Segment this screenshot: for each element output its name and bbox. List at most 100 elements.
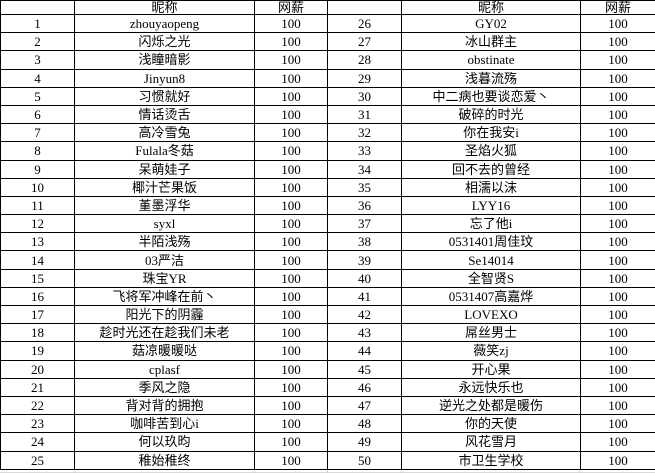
rank-cell-left[interactable]: 3	[0, 50, 75, 70]
nickname-cell-left[interactable]: 浅瞳暗影	[74, 50, 255, 70]
rank-cell-right[interactable]: 35	[327, 177, 402, 197]
nickname-header-cell-left[interactable]: 昵称	[74, 0, 255, 15]
salary-cell-left[interactable]: 100	[254, 86, 328, 106]
salary-cell-right[interactable]: 100	[580, 268, 655, 288]
nickname-cell-right[interactable]: 开心果	[401, 359, 581, 379]
nickname-cell-right[interactable]: obstinate	[401, 50, 581, 70]
salary-cell-left[interactable]: 100	[254, 141, 328, 161]
rank-cell-left[interactable]: 16	[0, 286, 75, 307]
rank-cell-left[interactable]: 10	[0, 177, 75, 197]
salary-cell-right[interactable]: 100	[580, 195, 655, 216]
salary-cell-right[interactable]: 100	[580, 323, 655, 343]
rank-cell-left[interactable]: 15	[0, 268, 75, 288]
nickname-cell-right[interactable]: 你的天使	[401, 414, 581, 434]
nickname-cell-left[interactable]: 堇墨浮华	[74, 195, 255, 216]
nickname-cell-right[interactable]: Se14014	[401, 250, 581, 270]
rank-cell-right[interactable]: 42	[327, 304, 402, 325]
salary-cell-right[interactable]: 100	[580, 32, 655, 52]
rank-cell-right[interactable]: 34	[327, 159, 402, 179]
nickname-cell-left[interactable]: 情话烫舌	[74, 104, 255, 125]
rank-cell-left[interactable]: 25	[0, 450, 75, 470]
nickname-cell-right[interactable]: 中二病也要谈恋爱丶	[401, 86, 581, 106]
rank-cell-right[interactable]: 48	[327, 414, 402, 434]
nickname-cell-right[interactable]: 全智贤S	[401, 268, 581, 288]
nickname-cell-left[interactable]: 高冷雪兔	[74, 123, 255, 143]
rank-cell-right[interactable]: 29	[327, 68, 402, 88]
rank-cell-left[interactable]: 1	[0, 13, 75, 34]
salary-cell-right[interactable]: 100	[580, 104, 655, 125]
rank-cell-left[interactable]: 22	[0, 395, 75, 416]
nickname-header-cell-right[interactable]: 昵称	[401, 0, 581, 15]
nickname-cell-right[interactable]: 0531401周佳玟	[401, 232, 581, 252]
rank-cell-right[interactable]: 30	[327, 86, 402, 106]
nickname-cell-right[interactable]: LYY16	[401, 195, 581, 216]
rank-cell-right[interactable]: 50	[327, 450, 402, 470]
rank-cell-right[interactable]: 32	[327, 123, 402, 143]
salary-cell-left[interactable]: 100	[254, 359, 328, 379]
salary-cell-left[interactable]: 100	[254, 341, 328, 361]
rank-cell-left[interactable]: 11	[0, 195, 75, 216]
salary-cell-left[interactable]: 100	[254, 177, 328, 197]
salary-cell-left[interactable]: 100	[254, 323, 328, 343]
salary-cell-left[interactable]: 100	[254, 414, 328, 434]
salary-cell-left[interactable]: 100	[254, 286, 328, 307]
nickname-cell-left[interactable]: zhouyaopeng	[74, 13, 255, 34]
salary-cell-left[interactable]: 100	[254, 214, 328, 234]
salary-cell-left[interactable]: 100	[254, 32, 328, 52]
salary-cell-left[interactable]: 100	[254, 159, 328, 179]
nickname-cell-right[interactable]: GY02	[401, 13, 581, 34]
salary-cell-right[interactable]: 100	[580, 214, 655, 234]
nickname-cell-right[interactable]: 风花雪月	[401, 432, 581, 452]
salary-cell-right[interactable]: 100	[580, 50, 655, 70]
rank-cell-left[interactable]: 2	[0, 32, 75, 52]
nickname-cell-left[interactable]: 季风之隐	[74, 377, 255, 397]
rank-cell-right[interactable]: 37	[327, 214, 402, 234]
nickname-cell-left[interactable]: 珠宝YR	[74, 268, 255, 288]
nickname-cell-left[interactable]: syxl	[74, 214, 255, 234]
salary-header-cell-left[interactable]: 网薪	[254, 0, 328, 15]
salary-cell-right[interactable]: 100	[580, 432, 655, 452]
salary-cell-left[interactable]: 100	[254, 195, 328, 216]
nickname-cell-left[interactable]: 阳光下的阴霾	[74, 304, 255, 325]
salary-cell-right[interactable]: 100	[580, 286, 655, 307]
rank-cell-left[interactable]: 8	[0, 141, 75, 161]
salary-cell-left[interactable]: 100	[254, 395, 328, 416]
rank-cell-left[interactable]: 21	[0, 377, 75, 397]
nickname-cell-right[interactable]: 圣焰火狐	[401, 141, 581, 161]
salary-cell-right[interactable]: 100	[580, 341, 655, 361]
rank-cell-left[interactable]: 24	[0, 432, 75, 452]
salary-cell-left[interactable]: 100	[254, 13, 328, 34]
rank-cell-left[interactable]: 23	[0, 414, 75, 434]
salary-cell-left[interactable]: 100	[254, 123, 328, 143]
salary-cell-left[interactable]: 100	[254, 377, 328, 397]
rank-cell-left[interactable]: 9	[0, 159, 75, 179]
nickname-cell-left[interactable]: 呆萌娃子	[74, 159, 255, 179]
rank-cell-left[interactable]: 17	[0, 304, 75, 325]
nickname-cell-left[interactable]: 稚始稚终	[74, 450, 255, 470]
rank-cell-left[interactable]: 12	[0, 214, 75, 234]
nickname-cell-right[interactable]: 忘了他i	[401, 214, 581, 234]
nickname-cell-left[interactable]: 咖啡苦到心i	[74, 414, 255, 434]
nickname-cell-right[interactable]: 逆光之处都是暖伤	[401, 395, 581, 416]
rank-cell-left[interactable]: 5	[0, 86, 75, 106]
rank-header-cell-left[interactable]	[0, 0, 75, 15]
salary-cell-right[interactable]: 100	[580, 377, 655, 397]
rank-cell-left[interactable]: 6	[0, 104, 75, 125]
nickname-cell-left[interactable]: Fulala冬菇	[74, 141, 255, 161]
rank-cell-right[interactable]: 45	[327, 359, 402, 379]
nickname-cell-right[interactable]: 浅暮流殇	[401, 68, 581, 88]
nickname-cell-right[interactable]: 市卫生学校	[401, 450, 581, 470]
salary-cell-right[interactable]: 100	[580, 359, 655, 379]
salary-cell-right[interactable]: 100	[580, 86, 655, 106]
nickname-cell-left[interactable]: cplasf	[74, 359, 255, 379]
salary-cell-right[interactable]: 100	[580, 159, 655, 179]
salary-cell-right[interactable]: 100	[580, 68, 655, 88]
rank-cell-right[interactable]: 26	[327, 13, 402, 34]
salary-cell-left[interactable]: 100	[254, 250, 328, 270]
nickname-cell-left[interactable]: 闪烁之光	[74, 32, 255, 52]
salary-cell-right[interactable]: 100	[580, 304, 655, 325]
rank-cell-right[interactable]: 43	[327, 323, 402, 343]
salary-cell-right[interactable]: 100	[580, 450, 655, 470]
rank-cell-right[interactable]: 41	[327, 286, 402, 307]
rank-cell-right[interactable]: 47	[327, 395, 402, 416]
